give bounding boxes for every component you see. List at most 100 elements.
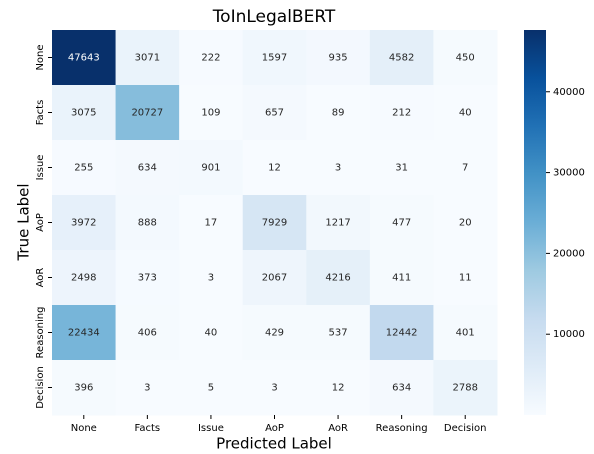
heatmap-cell: [115, 85, 180, 141]
heatmap-cell: [179, 195, 244, 251]
cell-label: 411: [392, 273, 411, 284]
heatmap-cell: [369, 30, 434, 86]
heatmap-cell: [369, 305, 434, 361]
heatmap-cell: [179, 250, 244, 306]
cell-label: 212: [392, 108, 411, 119]
cell-label: 40: [205, 328, 218, 339]
x-tick-label: Issue: [198, 423, 224, 434]
heatmap-cell: [52, 85, 117, 141]
heatmap-cell: [306, 360, 371, 416]
cell-label: 11: [459, 273, 472, 284]
cell-label: 406: [138, 328, 157, 339]
heatmap-cell: [306, 195, 371, 251]
y-tick-label: Decision: [35, 366, 46, 409]
heatmap-cell: [52, 360, 117, 416]
cell-label: 47643: [68, 53, 100, 64]
cell-label: 12: [268, 163, 281, 174]
heatmap-cell: [52, 250, 117, 306]
heatmap-cell: [369, 360, 434, 416]
colorbar-tick-label: 10000: [553, 329, 585, 340]
x-axis-label: Predicted Label: [216, 435, 332, 453]
heatmap-cell: [433, 85, 498, 141]
heatmap-cell: [306, 250, 371, 306]
heatmap-cell: [52, 140, 117, 196]
cell-label: 5: [208, 383, 214, 394]
cell-label: 2498: [71, 273, 96, 284]
cell-label: 4582: [389, 53, 414, 64]
colorbar-tick-label: 30000: [553, 168, 585, 179]
heatmap-cell: [433, 140, 498, 196]
colorbar-tick-label: 40000: [553, 87, 585, 98]
heatmap-cell: [242, 250, 307, 306]
heatmap-cell: [115, 140, 180, 196]
cell-label: 4216: [325, 273, 350, 284]
y-axis-label: True Label: [15, 183, 33, 261]
x-tick-label: Reasoning: [376, 423, 428, 434]
chart-title: ToInLegalBERT: [212, 7, 336, 27]
heatmap-cell: [52, 305, 117, 361]
cell-label: 2067: [262, 273, 287, 284]
heatmap-cell: [433, 250, 498, 306]
heatmap-cell: [179, 140, 244, 196]
cell-label: 634: [392, 383, 411, 394]
x-tick-label: Facts: [135, 423, 161, 434]
heatmap-cell: [115, 195, 180, 251]
cell-label: 634: [138, 163, 157, 174]
y-tick-label: AoP: [35, 213, 46, 232]
heatmap-cell: [115, 305, 180, 361]
cell-label: 537: [329, 328, 348, 339]
heatmap-cell: [306, 305, 371, 361]
heatmap-cell: [306, 85, 371, 141]
cell-label: 22434: [68, 328, 100, 339]
heatmap-cell: [369, 85, 434, 141]
cell-label: 20727: [131, 108, 163, 119]
cell-label: 40: [459, 108, 472, 119]
cell-label: 12442: [386, 328, 418, 339]
cell-label: 429: [265, 328, 284, 339]
cell-label: 935: [329, 53, 348, 64]
cell-label: 450: [456, 53, 475, 64]
heatmap-cell: [115, 30, 180, 86]
cell-label: 3: [271, 383, 277, 394]
heatmap-cell: [115, 360, 180, 416]
heatmap-cell: [306, 140, 371, 196]
x-tick-label: None: [71, 423, 97, 434]
heatmap-cell: [115, 250, 180, 306]
cell-label: 7929: [262, 218, 287, 229]
cell-label: 396: [74, 383, 93, 394]
heatmap-cell: [433, 305, 498, 361]
heatmap-cell: [369, 195, 434, 251]
heatmap-cell: [242, 30, 307, 86]
cell-label: 12: [332, 383, 345, 394]
cell-label: 401: [456, 328, 475, 339]
x-tick-label: AoR: [328, 423, 348, 434]
cell-label: 3972: [71, 218, 96, 229]
cell-label: 2788: [452, 383, 477, 394]
cell-label: 901: [201, 163, 220, 174]
x-tick-label: AoP: [265, 423, 284, 434]
cell-label: 7: [462, 163, 468, 174]
heatmap-cell: [179, 30, 244, 86]
heatmap-cell: [179, 85, 244, 141]
cell-label: 373: [138, 273, 157, 284]
cell-label: 888: [138, 218, 157, 229]
y-tick-label: AoR: [35, 268, 46, 288]
cell-label: 657: [265, 108, 284, 119]
colorbar: [524, 30, 546, 415]
cell-label: 1597: [262, 53, 287, 64]
y-tick-label: Facts: [35, 100, 46, 126]
cell-label: 20: [459, 218, 472, 229]
cell-label: 3071: [135, 53, 160, 64]
cell-label: 222: [201, 53, 220, 64]
heatmap-cell: [179, 305, 244, 361]
heatmap-cell: [242, 85, 307, 141]
heatmap-cell: [306, 30, 371, 86]
cell-label: 89: [332, 108, 345, 119]
y-tick-label: None: [35, 44, 46, 70]
cell-label: 31: [395, 163, 408, 174]
cell-label: 3: [208, 273, 214, 284]
heatmap-cell: [242, 195, 307, 251]
heatmap-cell: [242, 360, 307, 416]
heatmap-cell: [433, 195, 498, 251]
